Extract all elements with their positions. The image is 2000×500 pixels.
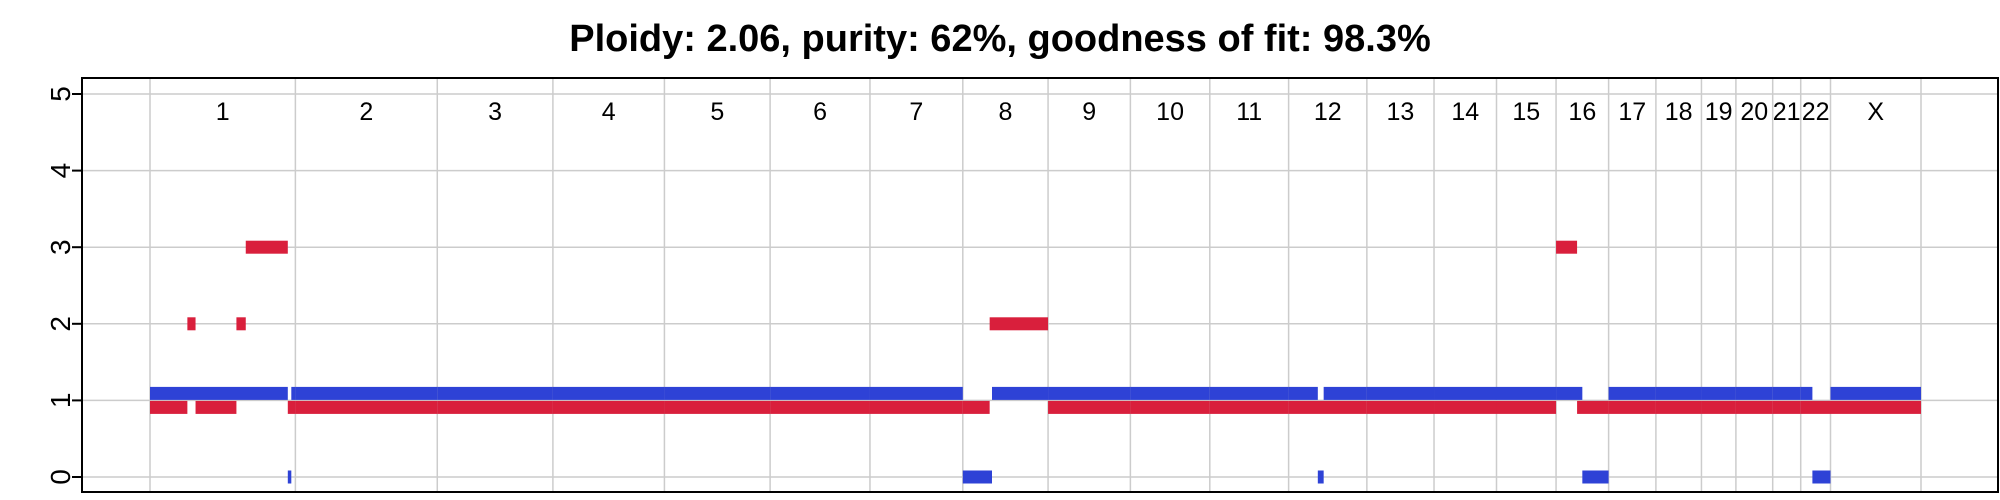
- major-cn-segment: [1735, 400, 1773, 414]
- minor-cn-segment: [150, 386, 288, 400]
- minor-cn-segment: [869, 386, 963, 400]
- major-cn-segment: [245, 240, 288, 254]
- chromosome-label: 4: [602, 98, 616, 126]
- y-tick-label: 1: [45, 393, 76, 409]
- minor-cn-segment: [770, 386, 870, 400]
- minor-cn-segment: [1209, 386, 1289, 400]
- y-tick-label: 5: [45, 86, 76, 102]
- minor-cn-segment: [295, 386, 438, 400]
- minor-cn-segment: [1130, 386, 1210, 400]
- major-cn-segment: [236, 317, 246, 331]
- major-cn-segment: [1655, 400, 1702, 414]
- major-cn-segment: [962, 400, 990, 414]
- minor-cn-segment: [287, 470, 292, 484]
- major-cn-segment: [770, 400, 870, 414]
- major-cn-segment: [989, 317, 1049, 331]
- chromosome-label: 8: [998, 98, 1012, 126]
- minor-cn-segment: [1582, 470, 1609, 484]
- chromosome-label: 16: [1568, 98, 1596, 126]
- major-cn-segment: [287, 400, 296, 414]
- grid-layer: [82, 78, 1998, 492]
- minor-cn-segment: [1655, 386, 1702, 400]
- major-cn-segment: [437, 400, 553, 414]
- minor-cn-segment: [664, 386, 771, 400]
- y-tick-label: 3: [45, 239, 76, 255]
- major-cn-segment: [1130, 400, 1210, 414]
- minor-cn-segment: [1366, 386, 1435, 400]
- minor-cn-segment: [1048, 386, 1131, 400]
- segments-layer: [150, 240, 1921, 484]
- major-cn-segment: [1434, 400, 1497, 414]
- chromosome-label: 10: [1156, 98, 1184, 126]
- chromosome-label: 20: [1740, 98, 1768, 126]
- major-cn-segment: [1556, 240, 1578, 254]
- major-cn-segment: [869, 400, 963, 414]
- chromosome-label: 6: [813, 98, 827, 126]
- minor-cn-segment: [991, 386, 1049, 400]
- chromosome-label: 9: [1082, 98, 1096, 126]
- chromosome-label: X: [1867, 98, 1884, 126]
- chromosome-label: 3: [488, 98, 502, 126]
- minor-cn-segment: [962, 470, 992, 484]
- minor-cn-segment: [1323, 386, 1367, 400]
- minor-cn-segment: [1830, 386, 1921, 400]
- chromosome-label: 2: [359, 98, 373, 126]
- minor-cn-segment: [1496, 386, 1557, 400]
- major-cn-segment: [295, 400, 438, 414]
- chromosome-label: 12: [1314, 98, 1342, 126]
- major-cn-segment: [150, 400, 188, 414]
- minor-cn-segment: [1608, 386, 1656, 400]
- minor-cn-segment: [1772, 386, 1801, 400]
- major-cn-segment: [1608, 400, 1656, 414]
- minor-cn-segment: [291, 386, 296, 400]
- chromosome-label: 15: [1512, 98, 1540, 126]
- chromosome-label: 18: [1665, 98, 1693, 126]
- major-cn-segment: [1800, 400, 1831, 414]
- minor-cn-segment: [552, 386, 665, 400]
- chromosome-labels: 1 2 3 4 5 6 7 8 9 10 11 12 13 14 15 16 17 18 19 20 21 22 X: [216, 98, 1885, 126]
- major-cn-segment: [1209, 400, 1289, 414]
- minor-cn-segment: [1556, 386, 1583, 400]
- minor-cn-segment: [437, 386, 553, 400]
- chromosome-label: 14: [1451, 98, 1479, 126]
- minor-cn-segment: [1735, 386, 1773, 400]
- chromosome-label: 19: [1705, 98, 1733, 126]
- major-cn-segment: [1366, 400, 1435, 414]
- chromosome-label: 21: [1773, 98, 1801, 126]
- major-cn-segment: [1772, 400, 1801, 414]
- chromosome-label: 13: [1387, 98, 1415, 126]
- chromosome-label: 1: [216, 98, 230, 126]
- major-cn-segment: [1830, 400, 1921, 414]
- chromosome-label: 17: [1618, 98, 1646, 126]
- major-cn-segment: [664, 400, 771, 414]
- plot-frame: [81, 77, 1999, 493]
- minor-cn-segment: [1317, 470, 1324, 484]
- major-cn-segment: [187, 317, 196, 331]
- major-cn-segment: [1577, 400, 1609, 414]
- minor-cn-segment: [1288, 386, 1318, 400]
- major-cn-segment: [195, 400, 237, 414]
- major-cn-segment: [552, 400, 665, 414]
- minor-cn-segment: [1701, 386, 1736, 400]
- chromosome-label: 5: [710, 98, 724, 126]
- major-cn-segment: [1048, 400, 1131, 414]
- minor-cn-segment: [1434, 386, 1497, 400]
- chromosome-label: 7: [909, 98, 923, 126]
- y-tick-label: 0: [45, 469, 76, 485]
- y-tick-label: 2: [45, 316, 76, 332]
- major-cn-segment: [1496, 400, 1557, 414]
- chromosome-label: 11: [1236, 98, 1262, 126]
- major-cn-segment: [1288, 400, 1367, 414]
- minor-cn-segment: [1800, 386, 1813, 400]
- minor-cn-segment: [1812, 470, 1831, 484]
- y-tick-label: 4: [45, 163, 76, 179]
- chromosome-label: 22: [1802, 98, 1830, 126]
- chart-title: Ploidy: 2.06, purity: 62%, goodness of f…: [569, 18, 1431, 60]
- major-cn-segment: [1701, 400, 1736, 414]
- y-axis: 0 1 2 3 4 5: [45, 86, 83, 485]
